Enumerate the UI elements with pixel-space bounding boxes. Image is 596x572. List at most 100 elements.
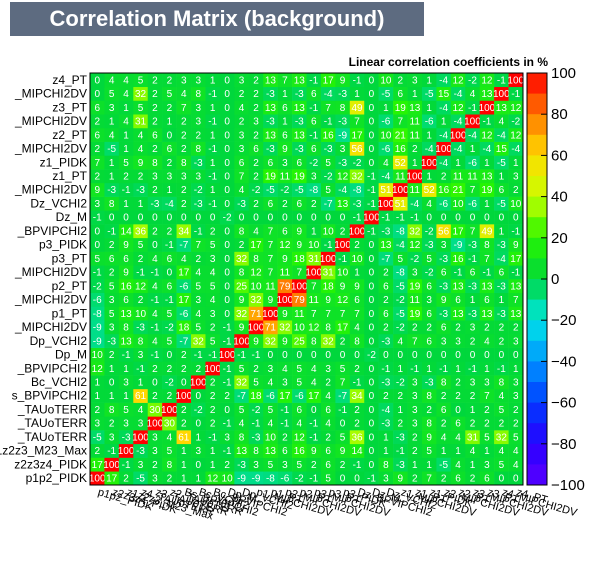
cell-value: 2 <box>109 419 115 430</box>
cell-value: 16 <box>395 144 407 155</box>
cell-value: -4 <box>396 240 405 251</box>
cell-value: 21 <box>395 130 407 141</box>
cell-value: -3 <box>266 144 275 155</box>
color-scale-band <box>527 340 547 362</box>
heatmap-cell <box>393 347 408 362</box>
heatmap-cell <box>393 265 408 280</box>
cell-value: -2 <box>468 75 477 86</box>
cell-value: 0 <box>167 268 173 279</box>
cell-value: 0 <box>340 213 346 224</box>
cell-value: 6 <box>282 226 288 237</box>
cell-value: -3 <box>295 117 304 128</box>
cell-value: 0 <box>224 295 230 306</box>
heatmap-cell <box>191 292 206 307</box>
cell-value: 2 <box>167 103 173 114</box>
cell-value: 2 <box>181 199 187 210</box>
heatmap-cell <box>90 430 105 445</box>
heatmap-cell <box>263 347 278 362</box>
cell-value: 4 <box>123 117 129 128</box>
heatmap-cell <box>393 471 408 486</box>
cell-value: -5 <box>497 199 506 210</box>
cell-value: 34 <box>351 391 363 402</box>
heatmap-cell <box>494 430 509 445</box>
heatmap-cell <box>407 457 423 472</box>
y-tick-label: Bc_VCHI2 <box>31 375 87 389</box>
heatmap-cell <box>364 333 379 348</box>
cell-value: 18 <box>323 281 335 292</box>
cell-value: 100 <box>421 158 438 169</box>
heatmap-cell <box>147 443 163 458</box>
heatmap-cell <box>421 443 437 458</box>
heatmap-cell <box>147 306 163 321</box>
heatmap-cell <box>349 333 365 348</box>
cell-value: 0 <box>325 213 331 224</box>
y-tick-label: z1_PT <box>52 169 87 183</box>
heatmap-cell <box>508 265 524 280</box>
cell-value: 9 <box>426 432 432 443</box>
heatmap-cell <box>450 430 466 445</box>
cell-value: 0 <box>311 405 317 416</box>
cell-value: 4 <box>167 432 173 443</box>
cell-value: 0 <box>109 213 115 224</box>
cell-value: 4 <box>152 281 158 292</box>
cell-value: 7 <box>311 309 317 320</box>
heatmap-cell <box>465 292 480 307</box>
heatmap-cell <box>147 251 163 266</box>
heatmap-cell <box>436 471 452 486</box>
cell-value: 2 <box>138 295 144 306</box>
heatmap-cell <box>205 457 221 472</box>
heatmap-cell <box>407 320 423 335</box>
cell-value: 2 <box>181 130 187 141</box>
heatmap-cell <box>219 416 235 431</box>
cell-value: 9 <box>296 240 302 251</box>
cell-value: 0 <box>369 309 375 320</box>
heatmap-cell <box>320 402 336 417</box>
heatmap-cell <box>118 347 134 362</box>
heatmap-cell <box>479 388 495 403</box>
cell-value: 10 <box>308 240 320 251</box>
cell-value: 10 <box>452 199 464 210</box>
cell-value: 6 <box>239 158 245 169</box>
cell-value: 3 <box>441 336 447 347</box>
color-scale-band <box>527 176 547 197</box>
cell-value: 2 <box>109 268 115 279</box>
heatmap-cell <box>378 416 394 431</box>
cell-value: 9 <box>138 158 144 169</box>
cell-value: -1 <box>396 446 405 457</box>
cell-value: 1 <box>455 446 461 457</box>
cell-value: -8 <box>266 474 275 485</box>
cell-value: -2 <box>324 172 333 183</box>
heatmap-cell <box>421 402 437 417</box>
heatmap-cell <box>205 320 221 335</box>
cell-value: 7 <box>354 309 360 320</box>
cell-value: -4 <box>511 144 520 155</box>
cell-value: 3 <box>181 172 187 183</box>
heatmap-cell <box>306 306 322 321</box>
cell-value: 3 <box>311 172 317 183</box>
cell-value: 1 <box>210 446 216 457</box>
cell-value: 10 <box>337 268 349 279</box>
heatmap-cell <box>407 416 423 431</box>
cell-value: 100 <box>248 323 265 334</box>
heatmap-cell <box>133 471 149 486</box>
cell-value: 9 <box>296 226 302 237</box>
cell-value: 0 <box>340 419 346 430</box>
cell-value: 0 <box>369 240 375 251</box>
cell-value: -4 <box>439 75 448 86</box>
heatmap-cell <box>176 430 192 445</box>
cell-value: 2 <box>253 75 259 86</box>
cell-value: 4 <box>513 460 519 471</box>
cell-value: 71 <box>265 323 277 334</box>
heatmap-cell <box>133 292 149 307</box>
cell-value: 1 <box>484 158 490 169</box>
heatmap-cell <box>465 361 480 376</box>
heatmap-cell <box>349 416 365 431</box>
cell-value: -9 <box>454 240 463 251</box>
cell-value: 4 <box>325 391 331 402</box>
heatmap-cell <box>219 347 235 362</box>
cell-value: 2 <box>167 474 173 485</box>
heatmap-cell <box>479 333 495 348</box>
cell-value: 49 <box>351 103 363 114</box>
chart-title: Correlation Matrix (background) <box>10 2 424 36</box>
heatmap-cell <box>90 265 105 280</box>
